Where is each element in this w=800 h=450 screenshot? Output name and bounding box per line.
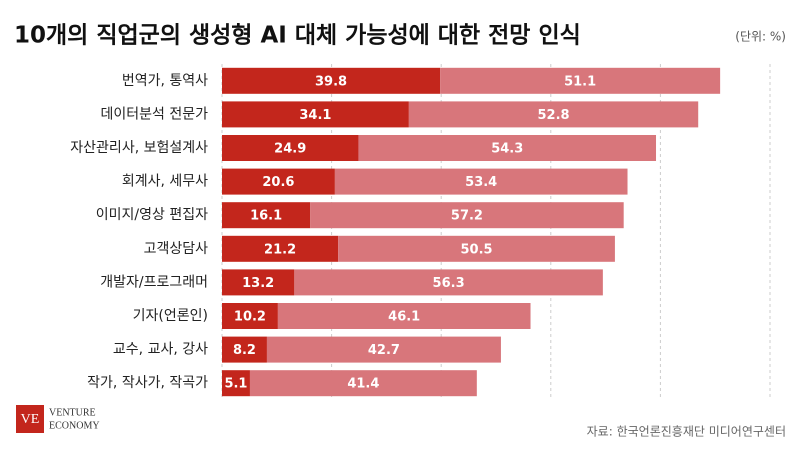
logo-mark: VE [21,412,40,427]
category-label: 개발자/프로그래머 [100,274,208,290]
value-label: 56.3 [433,276,465,291]
bar-segment [440,67,721,94]
bar-segment [222,202,311,229]
value-label: 51.1 [564,74,596,89]
value-label: 5.1 [224,377,247,392]
logo-text: ECONOMY [49,420,100,431]
value-label: 46.1 [388,310,420,325]
chart-title: 10개의 직업군의 생성형 AI 대체 가능성에 대한 전망 인식 [14,23,581,49]
bar-segment [334,168,628,195]
bar-segment [222,336,267,363]
value-label: 8.2 [233,343,256,358]
bar-segment [222,235,339,262]
value-label: 39.8 [315,74,347,89]
bar-segment [222,67,441,94]
category-label: 데이터분석 전문가 [101,106,209,122]
category-label: 회계사, 세무사 [122,174,208,190]
category-label: 고객상담사 [144,241,209,257]
value-label: 10.2 [234,310,266,325]
logo-text: VENTURE [49,407,96,418]
bar-segment [358,135,657,161]
value-label: 53.4 [465,175,497,190]
bar-segment [222,303,278,329]
source: 자료: 한국언론진흥재단 미디어연구센터 [587,425,786,439]
bar-segment [222,101,409,128]
logo-box [16,405,44,433]
value-label: 24.9 [274,142,306,157]
bar-segment [408,101,699,128]
category-label: 기자(언론인) [133,308,208,324]
value-label: 34.1 [299,108,331,123]
bar-segment [266,336,501,363]
value-label: 52.8 [538,108,570,123]
value-label: 50.5 [461,242,493,257]
value-label: 42.7 [368,343,400,358]
value-label: 57.2 [451,209,483,224]
value-label: 20.6 [262,175,294,190]
value-label: 54.3 [491,142,523,157]
bar-segment [310,202,624,229]
bar-segment [338,235,615,262]
bar-segment [222,269,295,296]
bar-segment [222,168,335,195]
bar-segment [249,370,477,397]
bar-segment [294,269,603,296]
value-label: 41.4 [347,377,379,392]
category-label: 이미지/영상 편집자 [96,207,208,223]
bar-segment [222,135,359,161]
category-label: 자산관리사, 보험설계사 [70,140,208,156]
category-label: 작가, 작사가, 작곡가 [87,375,208,391]
category-label: 번역가, 통역사 [122,73,208,89]
bar-segment [277,303,531,329]
value-label: 13.2 [242,276,274,291]
chart-subtitle: (단위: %) [735,30,786,44]
value-label: 21.2 [264,242,296,257]
category-label: 교수, 교사, 강사 [113,342,208,358]
value-label: 16.1 [250,209,282,224]
bar-segment [222,370,250,397]
